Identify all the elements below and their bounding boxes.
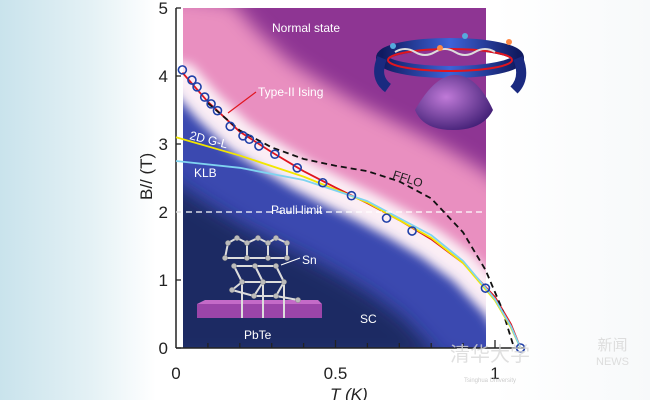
series-lines	[175, 72, 527, 349]
atom	[225, 240, 231, 246]
crystal-structure-inset	[197, 235, 322, 318]
bond	[254, 265, 264, 283]
data-point	[480, 283, 491, 293]
series-fflo	[207, 102, 515, 349]
x-axis-label: T (K)	[330, 385, 368, 400]
watermark-sub: Tsinghua University	[464, 378, 517, 384]
atom	[255, 235, 261, 241]
bond	[275, 295, 299, 301]
atom	[252, 263, 258, 269]
atom	[239, 279, 245, 285]
atom	[251, 293, 257, 299]
y-tick-label: 0	[159, 339, 168, 358]
data-points	[177, 65, 526, 353]
data-point	[187, 75, 197, 85]
label-normal-state: Normal state	[272, 21, 340, 35]
data-point	[381, 213, 392, 223]
x-tick-label: 0.5	[324, 364, 348, 383]
atom	[231, 263, 237, 269]
phase-background	[183, 8, 486, 348]
label-type-ii-ising: Type-II Ising	[258, 85, 323, 99]
atom	[284, 240, 290, 246]
data-point	[254, 141, 264, 151]
series-klb	[175, 160, 522, 349]
atom	[229, 287, 235, 293]
x-tick-label: 1	[490, 364, 499, 383]
y-tick-label: 5	[159, 0, 168, 18]
watermark-news-cn: 新闻	[597, 337, 628, 354]
label-sn: Sn	[302, 253, 317, 267]
bond	[275, 265, 285, 283]
watermark-news: 新闻 NEWS	[596, 338, 629, 370]
atom	[273, 293, 279, 299]
data-point	[515, 343, 526, 353]
atom	[281, 279, 287, 285]
data-point	[177, 65, 188, 75]
data-point	[292, 163, 303, 173]
watermark-news-en: NEWS	[596, 356, 629, 368]
y-tick-label: 1	[159, 271, 168, 290]
atom	[234, 235, 240, 241]
data-point	[206, 99, 216, 109]
atom	[265, 255, 271, 261]
data-point	[346, 190, 357, 201]
label-sc: SC	[360, 312, 377, 326]
y-tick-label: 2	[159, 203, 168, 222]
label-klb: KLB	[194, 166, 217, 180]
label-pbte: PbTe	[244, 328, 272, 342]
atom	[273, 235, 279, 241]
data-point	[407, 226, 417, 236]
y-tick-label: 3	[159, 135, 168, 154]
label-pauli-limit: Pauli limit	[271, 203, 323, 217]
atom	[260, 279, 266, 285]
atom	[273, 263, 279, 269]
data-point	[192, 82, 202, 92]
data-point	[212, 105, 223, 116]
data-point	[225, 121, 236, 132]
watermark-logo: 清华大学	[450, 344, 530, 366]
bond	[233, 265, 243, 283]
type-ii-ising-leader	[227, 91, 257, 114]
fermi-surface-inset	[374, 33, 527, 130]
atom	[295, 297, 301, 303]
data-point	[244, 134, 255, 145]
data-point	[317, 177, 328, 188]
data-point	[270, 149, 280, 159]
atom	[244, 255, 250, 261]
x-tick-label: 0	[171, 364, 180, 383]
ticks: 0 0.5 1 0 1 2 3 4 5	[159, 0, 500, 383]
data-point	[199, 92, 210, 102]
atom	[265, 240, 271, 246]
y-tick-label: 4	[159, 67, 168, 86]
atom	[244, 240, 250, 246]
atom	[284, 255, 290, 261]
atom	[222, 255, 228, 261]
axes	[175, 8, 525, 349]
y-axis-label: B// (T)	[137, 153, 156, 200]
